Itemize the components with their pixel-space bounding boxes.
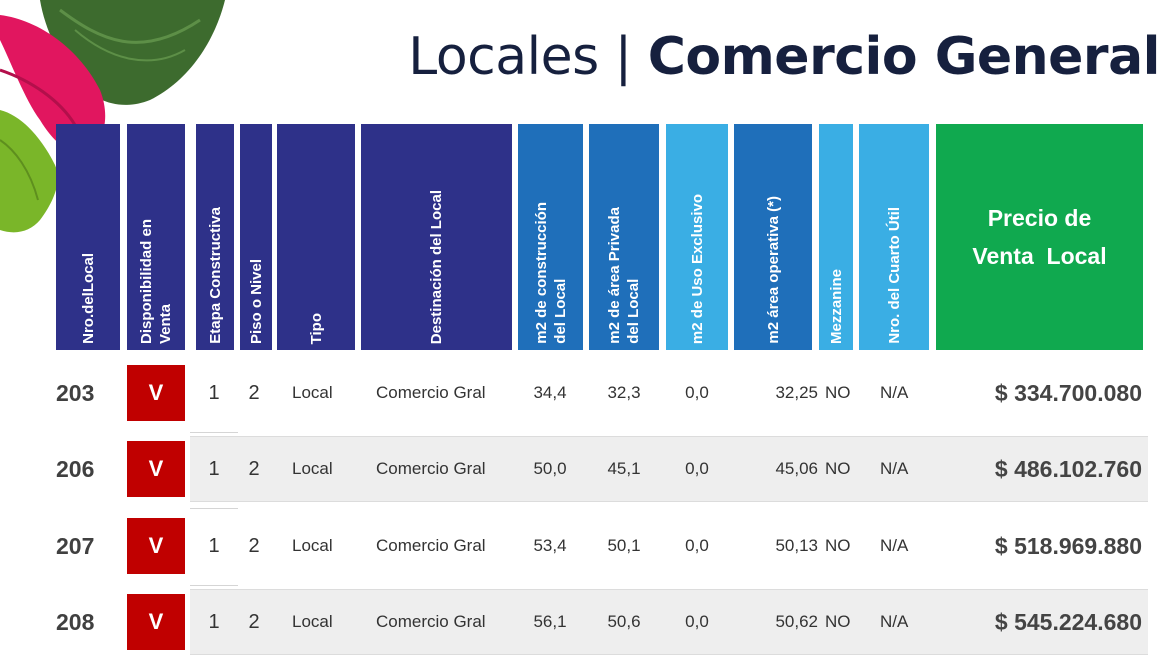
header-piso: Piso o Nivel (240, 124, 272, 350)
cell-m2-uso: 0,0 (685, 612, 709, 631)
cell-m2-construccion: 34,4 (533, 383, 567, 402)
cell-nro: 206 (56, 456, 95, 482)
cell-cuarto: N/A (880, 459, 909, 478)
cell-m2-operativa: 32,25 (775, 383, 818, 402)
cell-tipo: Local (292, 383, 333, 402)
availability-badge: V (127, 594, 185, 650)
cell-piso: 2 (248, 611, 260, 633)
title-light: Locales | (408, 27, 648, 87)
header-etapa: Etapa Constructiva (196, 124, 234, 350)
cell-m2-privada: 50,1 (607, 536, 641, 555)
cell-m2-operativa: 50,62 (775, 612, 818, 631)
cell-m2-operativa: 45,06 (775, 459, 818, 478)
availability-badge: V (127, 365, 185, 421)
cell-piso: 2 (248, 535, 260, 557)
cell-etapa: 1 (208, 458, 220, 480)
header-mezzanine: Mezzanine (819, 124, 853, 350)
cell-destinacion: Comercio Gral (376, 612, 486, 631)
header-m2-uso-exclusivo: m2 de Uso Exclusivo (666, 124, 728, 350)
availability-badge: V (127, 441, 185, 497)
cell-m2-construccion: 53,4 (533, 536, 567, 555)
header-disponibilidad: Disponibilidad en Venta (127, 124, 185, 350)
cell-tipo: Local (292, 612, 333, 631)
cell-destinacion: Comercio Gral (376, 536, 486, 555)
header-nro-local: Nro.delLocal (56, 124, 120, 350)
cell-mezzanine: NO (825, 459, 851, 478)
cell-precio: $ 545.224.680 (994, 609, 1142, 635)
cell-precio: $ 334.700.080 (994, 380, 1142, 406)
cell-m2-operativa: 50,13 (775, 536, 818, 555)
row-divider (190, 585, 238, 586)
cell-mezzanine: NO (825, 383, 851, 402)
cell-destinacion: Comercio Gral (376, 459, 486, 478)
tropical-leaf-decoration (0, 0, 225, 233)
cell-etapa: 1 (208, 535, 220, 557)
cell-piso: 2 (248, 382, 260, 404)
cell-nro: 203 (56, 380, 95, 406)
cell-m2-construccion: 56,1 (533, 612, 567, 631)
page-title: Locales | Comercio General (408, 22, 1160, 92)
cell-tipo: Local (292, 536, 333, 555)
cell-precio: $ 518.969.880 (994, 533, 1142, 559)
cell-m2-uso: 0,0 (685, 383, 709, 402)
cell-piso: 2 (248, 458, 260, 480)
cell-precio: $ 486.102.760 (994, 456, 1142, 482)
cell-cuarto: N/A (880, 536, 909, 555)
cell-etapa: 1 (208, 382, 220, 404)
row-divider (190, 432, 238, 433)
header-tipo: Tipo (277, 124, 355, 350)
header-m2-privada: m2 de área Privada del Local (589, 124, 659, 350)
cell-mezzanine: NO (825, 612, 851, 631)
cell-etapa: 1 (208, 611, 220, 633)
cell-destinacion: Comercio Gral (376, 383, 486, 402)
title-bold: Comercio General (647, 27, 1161, 87)
cell-m2-privada: 50,6 (607, 612, 641, 631)
header-cuarto-util: Nro. del Cuarto Útil (859, 124, 929, 350)
table-row: 206 V 1 2 Local Comercio Gral 50,0 45,1 … (0, 436, 1170, 502)
table-row: 203 V 1 2 Local Comercio Gral 34,4 32,3 … (0, 360, 1170, 426)
cell-m2-uso: 0,0 (685, 459, 709, 478)
cell-mezzanine: NO (825, 536, 851, 555)
availability-badge: V (127, 518, 185, 574)
table-row: 208 V 1 2 Local Comercio Gral 56,1 50,6 … (0, 589, 1170, 655)
table-row: 207 V 1 2 Local Comercio Gral 53,4 50,1 … (0, 513, 1170, 579)
header-destinacion: Destinación del Local (361, 124, 512, 350)
cell-nro: 208 (56, 609, 95, 635)
cell-m2-uso: 0,0 (685, 536, 709, 555)
header-m2-operativa: m2 área operativa (*) (734, 124, 812, 350)
row-divider (190, 508, 238, 509)
cell-m2-privada: 32,3 (607, 383, 641, 402)
header-precio-venta: Precio de Venta Local (936, 124, 1143, 350)
cell-m2-privada: 45,1 (607, 459, 641, 478)
cell-cuarto: N/A (880, 612, 909, 631)
cell-tipo: Local (292, 459, 333, 478)
cell-cuarto: N/A (880, 383, 909, 402)
header-m2-construccion: m2 de construcción del Local (518, 124, 583, 350)
cell-m2-construccion: 50,0 (533, 459, 567, 478)
cell-nro: 207 (56, 533, 95, 559)
